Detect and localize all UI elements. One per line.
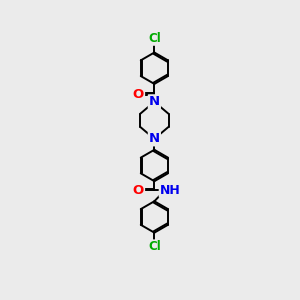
Text: N: N xyxy=(149,132,160,146)
Text: O: O xyxy=(133,88,144,101)
Text: Cl: Cl xyxy=(148,240,161,253)
Text: Cl: Cl xyxy=(148,32,161,45)
Text: O: O xyxy=(133,184,144,197)
Text: N: N xyxy=(149,95,160,108)
Text: NH: NH xyxy=(160,184,180,197)
